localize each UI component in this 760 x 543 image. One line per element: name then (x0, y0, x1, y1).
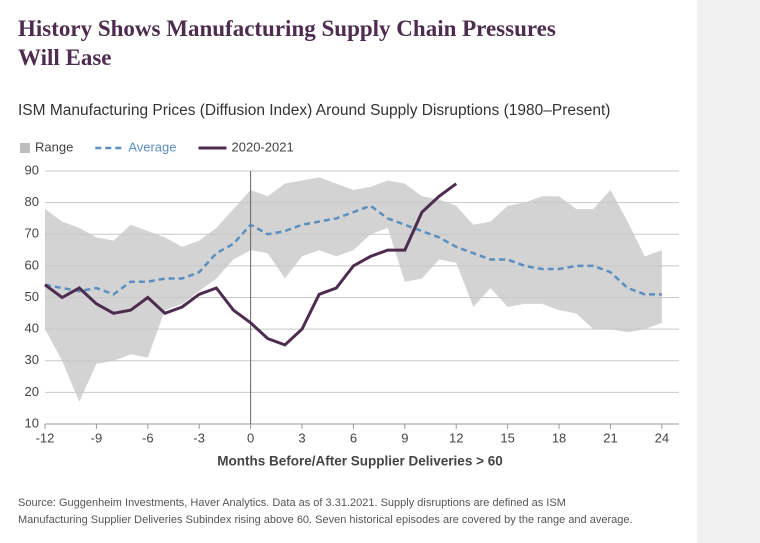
x-tick-label: 9 (401, 430, 408, 445)
y-tick-label: 10 (25, 415, 39, 430)
x-tick-label: 0 (247, 430, 254, 445)
legend-label: 2020-2021 (232, 139, 294, 154)
y-tick-label: 40 (25, 321, 39, 336)
x-tick-label: -3 (193, 430, 205, 445)
legend-label: Range (35, 139, 73, 154)
x-tick-label: 21 (603, 430, 617, 445)
legend-swatch (20, 143, 30, 153)
side-panel (697, 0, 760, 543)
x-tick-label: -6 (142, 430, 154, 445)
legend-label: Average (128, 139, 176, 154)
x-tick-label: 18 (552, 430, 566, 445)
y-tick-label: 30 (25, 352, 39, 367)
x-tick-label: -12 (36, 430, 55, 445)
y-tick-label: 50 (25, 289, 39, 304)
chart-subtitle: ISM Manufacturing Prices (Diffusion Inde… (18, 102, 610, 119)
x-tick-label: 12 (449, 430, 463, 445)
line-series (44, 182, 458, 347)
source-note: Manufacturing Supplier Deliveries Subind… (18, 514, 633, 526)
y-tick-label: 60 (25, 257, 39, 272)
x-tick-label: 24 (655, 430, 669, 445)
x-tick-label: 3 (298, 430, 305, 445)
range-band (45, 177, 662, 402)
chart-title: History Shows Manufacturing Supply Chain… (18, 16, 556, 70)
y-tick-label: 70 (25, 226, 39, 241)
x-tick-label: 15 (500, 430, 514, 445)
x-tick-label: -9 (91, 430, 103, 445)
y-tick-label: 20 (25, 384, 39, 399)
y-tick-label: 90 (25, 162, 39, 177)
x-axis-label: Months Before/After Supplier Deliveries … (217, 454, 502, 469)
x-tick-label: 6 (350, 430, 357, 445)
line-series (44, 204, 662, 296)
y-tick-label: 80 (25, 194, 39, 209)
source-note: Source: Guggenheim Investments, Haver An… (18, 497, 566, 509)
